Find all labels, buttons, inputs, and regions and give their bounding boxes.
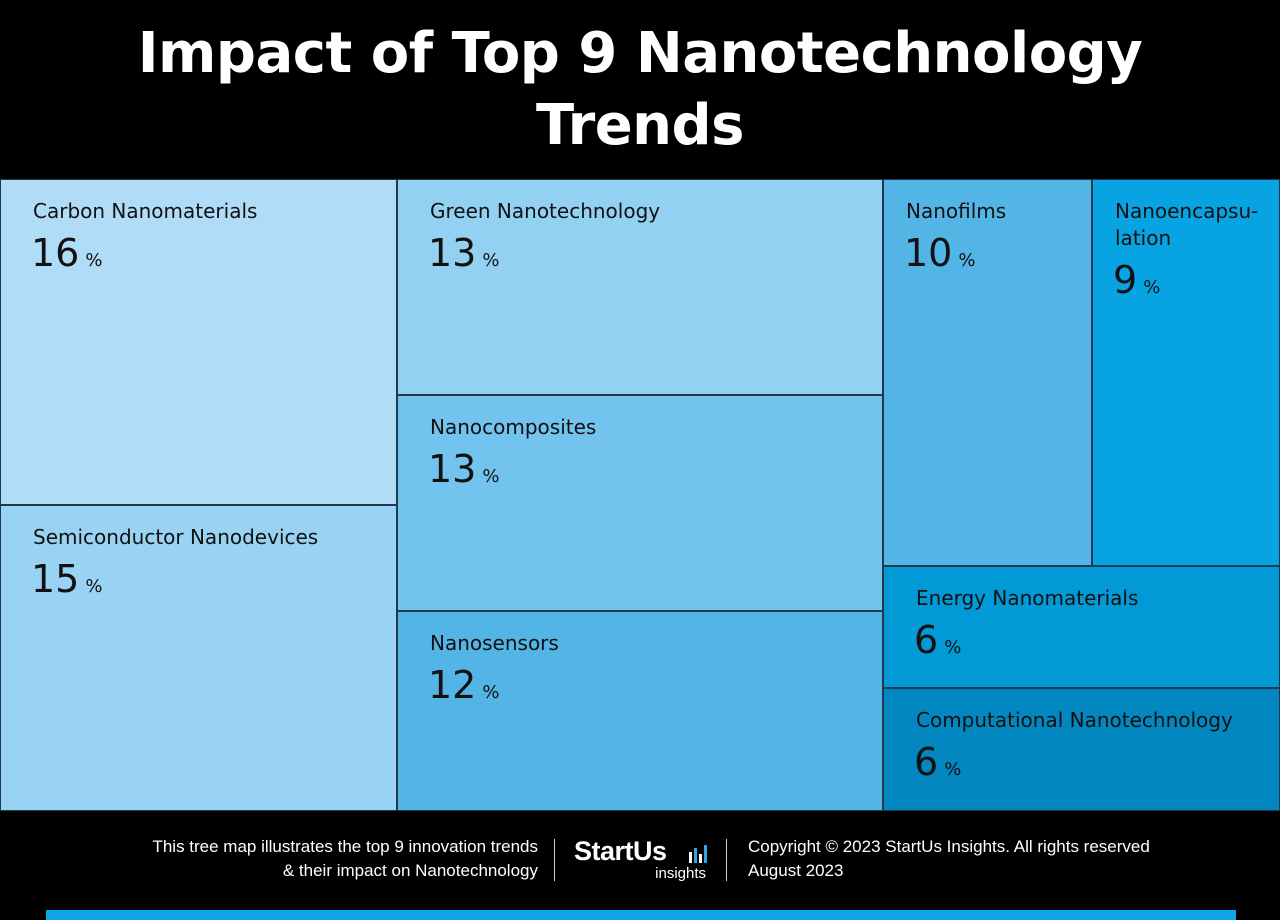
value-unit: % bbox=[482, 682, 500, 703]
value-number: 10 bbox=[904, 231, 953, 275]
value-number: 13 bbox=[428, 447, 477, 491]
footer-copyright-line1: Copyright © 2023 StartUs Insights. All r… bbox=[748, 837, 1150, 856]
value-unit: % bbox=[482, 466, 500, 487]
treemap-cell: Nanosensors 12% bbox=[397, 611, 883, 811]
footer-copyright-date: August 2023 bbox=[748, 861, 844, 880]
footer: This tree map illustrates the top 9 inno… bbox=[0, 811, 1280, 920]
treemap-cell-label: Energy Nanomaterials bbox=[916, 586, 1139, 610]
treemap-cell-value: 15% bbox=[27, 557, 372, 609]
value-number: 13 bbox=[428, 231, 477, 275]
value-unit: % bbox=[944, 637, 962, 658]
value-number: 9 bbox=[1113, 258, 1138, 302]
treemap-cell: Nanocomposites 13% bbox=[397, 395, 883, 611]
treemap-cell-label: Nanoencapsu-lation bbox=[1115, 199, 1259, 250]
value-number: 15 bbox=[31, 557, 80, 601]
treemap-cell-value: 12% bbox=[424, 663, 858, 715]
value-number: 12 bbox=[428, 663, 477, 707]
treemap-cell-label: Carbon Nanomaterials bbox=[33, 199, 258, 223]
treemap-cell-label: Computational Nanotechnology bbox=[916, 708, 1233, 732]
value-number: 6 bbox=[914, 740, 939, 784]
footer-description-line2: & their impact on Nanotechnology bbox=[282, 861, 538, 880]
treemap-cell-value: 13% bbox=[424, 447, 858, 499]
footer-accent-bar bbox=[46, 910, 1236, 920]
treemap-cell-value: 6% bbox=[910, 618, 1255, 670]
startus-logo: StartUs insights bbox=[574, 835, 710, 885]
treemap-cell-label: Green Nanotechnology bbox=[430, 199, 661, 223]
treemap-cell-value: 16% bbox=[27, 231, 372, 283]
treemap-cell-value: 9% bbox=[1109, 258, 1265, 310]
logo-subtitle: insights bbox=[655, 865, 706, 882]
treemap-cell: Energy Nanomaterials 6% bbox=[883, 566, 1280, 688]
treemap-cell: Nanoencapsu-lation 9% bbox=[1092, 179, 1280, 566]
footer-description-line1: This tree map illustrates the top 9 inno… bbox=[152, 837, 538, 856]
treemap-cell-label: Semiconductor Nanodevices bbox=[33, 525, 319, 549]
value-unit: % bbox=[85, 576, 103, 597]
treemap-cell: Carbon Nanomaterials 16% bbox=[0, 179, 397, 505]
treemap-cell: Green Nanotechnology 13% bbox=[397, 179, 883, 395]
value-unit: % bbox=[482, 250, 500, 271]
footer-copyright: Copyright © 2023 StartUs Insights. All r… bbox=[748, 835, 1268, 883]
value-unit: % bbox=[1143, 277, 1161, 298]
treemap-cell-label: Nanocomposites bbox=[430, 415, 597, 439]
treemap: Carbon Nanomaterials 16% Semiconductor Nan… bbox=[0, 179, 1280, 811]
value-number: 16 bbox=[31, 231, 80, 275]
treemap-cell-value: 10% bbox=[900, 231, 1077, 283]
bar-chart-icon bbox=[689, 845, 707, 863]
treemap-cell: Semiconductor Nanodevices 15% bbox=[0, 505, 397, 811]
treemap-cell-label: Nanofilms bbox=[906, 199, 1007, 223]
treemap-cell-label: Nanosensors bbox=[430, 631, 559, 655]
footer-divider-right bbox=[726, 839, 727, 881]
treemap-cell-value: 13% bbox=[424, 231, 858, 283]
value-number: 6 bbox=[914, 618, 939, 662]
chart-title-line2: Trends bbox=[536, 93, 744, 158]
value-unit: % bbox=[85, 250, 103, 271]
treemap-cell: Computational Nanotechnology 6% bbox=[883, 688, 1280, 811]
chart-title-line1: Impact of Top 9 Nanotechnology bbox=[137, 21, 1143, 86]
treemap-cell: Nanofilms 10% bbox=[883, 179, 1092, 566]
footer-divider-left bbox=[554, 839, 555, 881]
logo-wordmark: StartUs bbox=[574, 836, 667, 866]
value-unit: % bbox=[944, 759, 962, 780]
chart-title: Impact of Top 9 Nanotechnology Trends bbox=[0, 18, 1280, 162]
value-unit: % bbox=[958, 250, 976, 271]
footer-description: This tree map illustrates the top 9 inno… bbox=[18, 835, 538, 883]
treemap-cell-value: 6% bbox=[910, 740, 1255, 792]
